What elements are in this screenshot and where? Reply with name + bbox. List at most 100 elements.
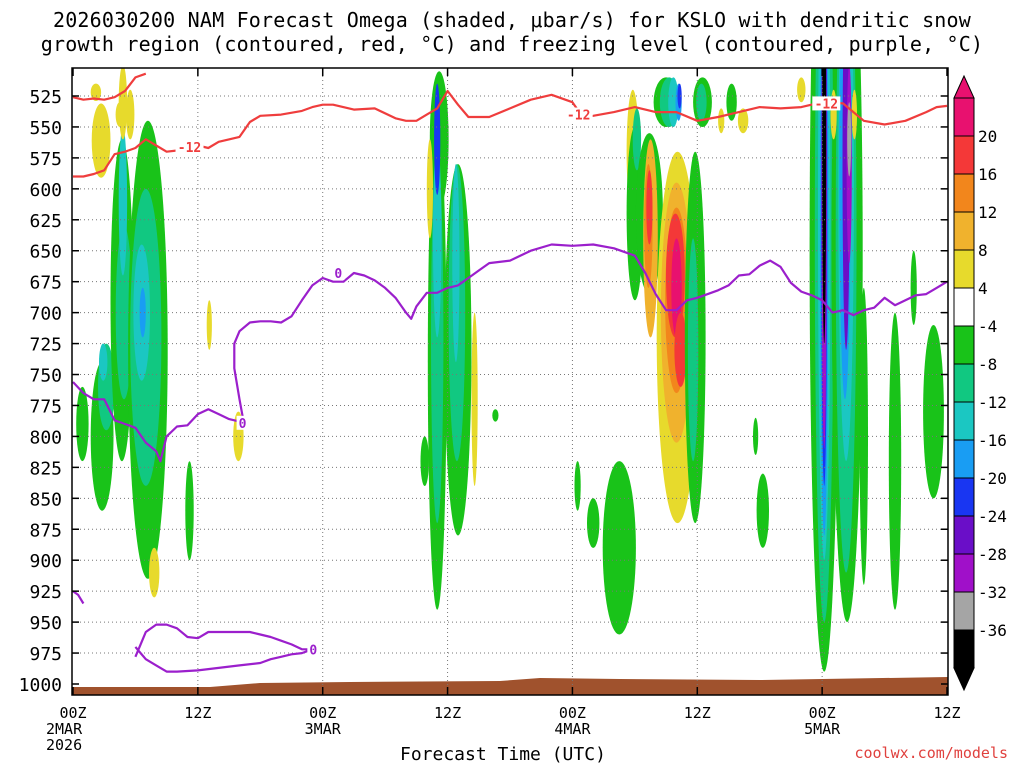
omega-dblue-shade — [434, 83, 441, 195]
omega-yellow-shade — [90, 83, 102, 102]
x-axis-title: Forecast Time (UTC) — [400, 744, 606, 765]
omega-green-shade — [76, 386, 89, 462]
y-tick-label: 550 — [29, 118, 62, 139]
x-tick-label: 4MAR — [554, 720, 591, 738]
omega-green-shade — [420, 436, 429, 487]
x-tick-label: 12Z — [933, 704, 960, 722]
y-tick-label: 800 — [29, 427, 62, 448]
omega-green-shade — [587, 498, 600, 548]
omega-green-shade — [923, 325, 944, 499]
contour-line — [73, 89, 948, 178]
colorbar-swatch — [954, 478, 974, 517]
omega-green-shade — [888, 312, 902, 610]
colorbar-swatch — [954, 630, 974, 669]
colorbar-swatch — [954, 364, 974, 403]
contour-label: 0 — [309, 643, 317, 658]
colorbar-swatch — [954, 326, 974, 365]
credit-text: coolwx.com/models — [854, 744, 1008, 762]
colorbar-swatch — [954, 592, 974, 631]
colorbar-swatch — [954, 136, 974, 175]
colorbar-label: -32 — [978, 583, 1007, 602]
y-tick-label: 825 — [29, 458, 62, 479]
colorbar-label: 12 — [978, 203, 997, 222]
omega-yellow-shade — [115, 102, 125, 127]
y-tick-label: 775 — [29, 396, 62, 417]
x-tick-label: 2026 — [46, 736, 82, 754]
contour-label-bg — [332, 266, 345, 281]
omega-yellow-shade — [718, 108, 725, 134]
omega-green-shade — [726, 83, 737, 121]
y-tick-label: 725 — [29, 335, 62, 356]
colorbar-label: -20 — [978, 469, 1007, 488]
contour-label: 0 — [334, 267, 342, 282]
omega-green-shade — [185, 461, 194, 561]
colorbar-label: 8 — [978, 241, 988, 260]
contour-label-bg — [812, 96, 841, 111]
omega-yellow-shade — [206, 300, 212, 350]
x-tick-label: 3MAR — [305, 720, 342, 738]
omega-green-shade — [910, 250, 917, 325]
chart-title-line2: growth region (contoured, red, °C) and f… — [40, 32, 984, 56]
y-tick-label: 875 — [29, 520, 62, 541]
contour-label-bg — [175, 139, 204, 154]
omega-pink-shade — [671, 238, 682, 338]
x-tick-label: 12Z — [684, 704, 711, 722]
colorbar-swatch — [954, 212, 974, 251]
omega-yellow-shade — [118, 68, 128, 140]
contour-label: -12 — [815, 97, 838, 112]
ground-fill — [72, 677, 948, 695]
omega-yellow-shade — [426, 139, 433, 239]
omega-yellow-shade — [797, 77, 806, 103]
x-tick-label: 12Z — [184, 704, 211, 722]
colorbar-swatch — [954, 98, 974, 137]
colorbar-swatch — [954, 402, 974, 441]
omega-red-shade — [646, 170, 653, 245]
contour-label: -12 — [567, 109, 590, 124]
omega-cyan-shade — [433, 139, 442, 338]
x-tick-label: 00Z — [59, 704, 86, 722]
colorbar-swatch — [954, 250, 974, 289]
colorbar-label: -12 — [978, 393, 1007, 412]
omega-dblue-shade — [677, 83, 682, 109]
y-tick-label: 625 — [29, 211, 62, 232]
contour-label: -12 — [178, 141, 201, 156]
contour-line — [72, 72, 147, 101]
x-tick-label: 12Z — [434, 704, 461, 722]
colorbar-label: -24 — [978, 507, 1007, 526]
omega-green-shade — [753, 417, 759, 455]
colorbar-top-arrow — [953, 74, 975, 99]
y-tick-label: 525 — [29, 87, 62, 108]
y-tick-label: 900 — [29, 551, 62, 572]
y-tick-label: 1000 — [19, 675, 62, 696]
colorbar-swatch — [954, 288, 974, 327]
omega-gray-shade — [847, 102, 852, 177]
omega-yellow-shade — [91, 103, 111, 178]
colorbar-swatch — [954, 174, 974, 213]
x-tick-label: 2MAR — [46, 720, 83, 738]
colorbar-label: -28 — [978, 545, 1007, 564]
omega-teal-shade — [696, 83, 707, 121]
contour-lines: -12 -12 -12 0 0 0 — [72, 72, 948, 673]
y-tick-label: 650 — [29, 242, 62, 263]
omega-yellow-shade — [126, 89, 135, 140]
omega-cyan-shade — [668, 77, 679, 127]
y-tick-label: 575 — [29, 149, 62, 170]
colorbar-label: 16 — [978, 165, 997, 184]
y-tick-label: 600 — [29, 180, 62, 201]
colorbar-label: -4 — [978, 317, 997, 336]
y-tick-label: 975 — [29, 644, 62, 665]
ground-terrain — [72, 677, 948, 695]
colorbar-label: -8 — [978, 355, 997, 374]
colorbar: 20 16 12 8 4 -4 -8 -12 -16 -20 -24 -28 -32 -36 — [953, 74, 1007, 692]
omega-yellow-shade — [149, 547, 160, 598]
y-tick-label: 850 — [29, 489, 62, 510]
omega-red-shade — [674, 312, 687, 387]
contour-label: 0 — [239, 417, 247, 432]
omega-cyan-shade — [452, 164, 460, 363]
x-tick-label: 00Z — [809, 704, 836, 722]
grid-lines — [72, 68, 948, 695]
y-tick-label: 950 — [29, 613, 62, 634]
x-tick-label: 5MAR — [804, 720, 841, 738]
